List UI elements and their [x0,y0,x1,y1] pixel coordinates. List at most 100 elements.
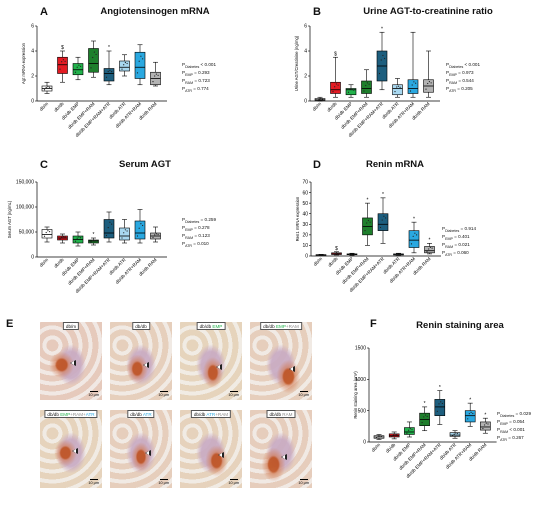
micrograph-label: db/m [62,322,80,330]
micrograph-label-part: db/db [193,411,207,417]
data-point [455,432,457,434]
significance-marker: * [469,397,471,403]
stat-line: PRAM = 0.544 [446,78,474,85]
data-point [394,91,396,93]
box-db-db-ram [150,226,161,243]
data-point [421,421,423,424]
y-axis-label: Urine AGT/Creatinine (ng/mg) [294,35,299,91]
x-tick-label: db/m [38,257,49,268]
micrograph-label: db/db ATR+RAM [190,410,232,418]
stat-line: PATR = 0.010 [182,241,209,248]
data-point [380,59,382,61]
data-point [425,88,427,90]
micrograph-label-part: ATR [142,411,152,417]
data-point [408,429,410,431]
box-db-db-emp-ram [361,69,372,98]
data-point [395,254,397,256]
stats-a: PDiabetes < 0.001 PEMP = 0.293 PRAM = 0.72… [182,62,216,94]
data-point [95,53,97,56]
micrograph-label-part: RAM [282,411,293,417]
scale-bar-label: 10 µm [298,393,309,397]
data-point [74,240,77,242]
y-tick-label: 30 [302,222,308,228]
micrograph-label-part: EMP [212,323,223,329]
data-point [90,67,92,69]
x-tick-label: db/m [312,256,323,267]
y-tick-label: 60 [302,190,308,196]
micrograph-tile: db/m 10 µm [40,322,102,400]
data-point [367,219,369,222]
significance-marker: * [367,197,369,203]
data-point [121,68,123,70]
micrograph-label: db/db EMP+RAM+ATR [44,410,98,418]
panel-label-d: D [313,159,321,171]
stat-line: PDiabetes = 0.914 [442,226,476,233]
data-point [80,65,82,67]
data-point [441,402,443,405]
box-db-db-atr [119,219,130,244]
box-db-db-ram: * [480,412,491,434]
significance-marker: $ [335,246,338,252]
data-point [384,57,386,60]
stat-line: PRAM = 0.021 [442,242,470,249]
data-point [74,71,77,73]
data-point [321,254,323,256]
box-iqr [119,60,130,72]
y-tick-label: 40 [302,211,308,217]
significance-marker: * [93,232,95,238]
data-point [338,252,340,254]
data-point [369,221,371,223]
data-point [92,56,94,59]
data-point [138,60,140,62]
stats-b: PDiabetes < 0.001 PEMP = 0.973 PRAM = 0.54… [446,62,480,94]
box-db-db-emp-ram [88,40,99,78]
data-point [397,253,399,255]
data-point [47,86,49,88]
data-point [76,66,78,68]
data-point [105,234,108,237]
y-tick-label: 50,000 [19,230,35,236]
micrograph-label: db/db ATR [127,410,155,418]
significance-marker: $ [334,51,337,57]
data-point [383,215,385,217]
data-point [391,435,393,437]
significance-marker: * [429,238,431,244]
data-point [398,253,400,255]
stat-line: PEMP = 0.293 [182,70,210,77]
arrowhead-icon [143,362,149,368]
box-db-m [41,226,53,243]
data-point [154,75,156,77]
data-point [333,253,335,255]
box-db-db-atr-ram [134,44,146,86]
stat-line: PEMP = 0.973 [446,70,474,77]
box-db-db-emp [345,84,357,98]
data-point [406,432,408,434]
data-point [80,237,82,239]
panel-label-c: C [40,159,48,171]
data-point [364,230,366,232]
data-point [49,231,51,233]
data-point [352,253,354,255]
micrograph-label-part: ATR [206,411,216,417]
stats-d: PDiabetes = 0.914 PEMP = 0.401 PRAM = 0.02… [442,226,476,258]
data-point [136,235,139,237]
data-point [366,222,368,224]
data-point [485,422,487,424]
arrowhead-icon [216,364,222,370]
y-tick-label: 2 [304,74,307,80]
data-point [335,83,337,85]
y-axis-label: Agt mRNA expression [21,42,26,84]
micrograph-label: db/db RAM [266,410,296,418]
data-point [363,90,365,92]
micrograph-label-part: db/db [47,411,61,417]
data-point [320,98,322,100]
chart-title-a: Angiotensinogen mRNA [100,6,210,17]
box-iqr [72,63,84,76]
arrowhead-icon [70,360,76,366]
micrograph-label-part: db/db [199,323,213,329]
y-tick-label: 1000 [355,377,366,383]
micrograph-tile: db/db EMP 10 µm [180,322,242,400]
data-point [349,88,351,90]
data-point [154,234,156,236]
box-iqr [134,51,146,79]
